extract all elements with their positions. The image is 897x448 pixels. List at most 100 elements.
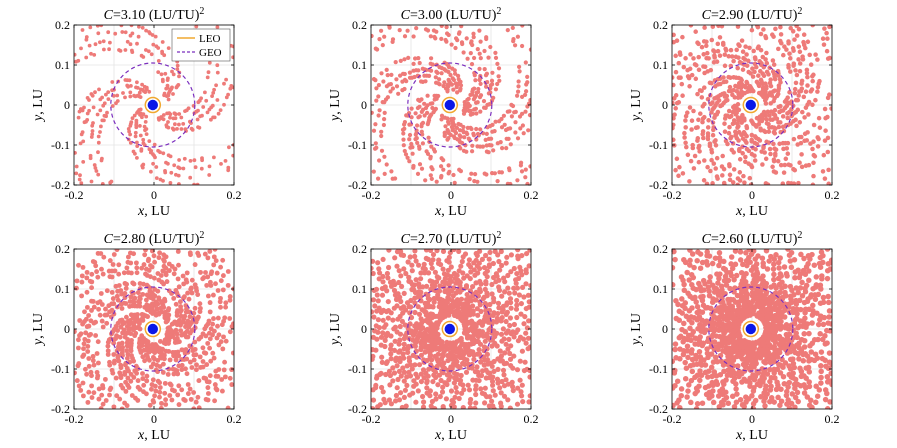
- data-point: [123, 388, 129, 394]
- data-point: [195, 182, 200, 185]
- data-point: [89, 179, 94, 184]
- y-tick-label: 0.2: [653, 18, 668, 32]
- data-point: [800, 54, 805, 59]
- data-point: [173, 327, 179, 333]
- data-point: [229, 382, 234, 388]
- data-point: [515, 136, 521, 141]
- data-point: [721, 79, 727, 85]
- data-point: [778, 32, 784, 37]
- data-point: [791, 181, 797, 185]
- data-point: [680, 351, 687, 358]
- data-point: [458, 335, 464, 342]
- data-point: [222, 81, 226, 86]
- data-point: [98, 291, 104, 296]
- data-point: [515, 385, 521, 391]
- data-point: [372, 303, 378, 309]
- data-point: [484, 357, 491, 363]
- data-point: [412, 309, 418, 316]
- data-point: [706, 278, 713, 285]
- data-point: [813, 274, 820, 280]
- data-point: [134, 85, 138, 90]
- data-point: [173, 287, 179, 293]
- data-point: [746, 148, 752, 154]
- data-point: [96, 31, 101, 36]
- data-point: [88, 25, 93, 30]
- data-point: [452, 394, 458, 400]
- x-tick-label: 0: [151, 188, 157, 202]
- data-point: [376, 276, 382, 282]
- data-point: [516, 79, 521, 84]
- data-point: [452, 180, 457, 185]
- data-point: [758, 31, 764, 37]
- data-point: [118, 365, 124, 371]
- data-point: [188, 175, 193, 180]
- data-point: [195, 314, 201, 320]
- data-point: [505, 272, 511, 279]
- data-point: [694, 257, 700, 264]
- y-tick-label: -0.1: [348, 362, 367, 376]
- data-point: [91, 105, 96, 110]
- data-point: [471, 34, 476, 40]
- data-point: [74, 52, 77, 57]
- data-point: [371, 76, 377, 82]
- data-point: [147, 30, 151, 34]
- data-point: [817, 125, 823, 130]
- data-point: [490, 382, 496, 388]
- data-point: [524, 251, 530, 257]
- data-point: [505, 27, 510, 33]
- data-point: [750, 405, 757, 409]
- data-point: [798, 251, 804, 258]
- data-point: [510, 103, 516, 109]
- data-point: [95, 274, 101, 280]
- data-point: [200, 364, 206, 370]
- data-point: [390, 86, 396, 91]
- data-point: [721, 381, 727, 387]
- data-point: [716, 275, 722, 282]
- data-point: [727, 163, 732, 169]
- data-point: [130, 280, 136, 286]
- data-point: [722, 121, 727, 126]
- data-point: [704, 346, 710, 352]
- data-point: [762, 403, 768, 409]
- data-point: [384, 162, 389, 167]
- data-point: [92, 53, 97, 57]
- data-point: [437, 394, 443, 400]
- data-point: [375, 176, 381, 181]
- data-point: [388, 356, 394, 362]
- data-point: [109, 289, 115, 295]
- data-point: [79, 293, 85, 299]
- data-point: [502, 350, 508, 356]
- data-point: [448, 72, 453, 78]
- data-point: [177, 122, 181, 127]
- data-point: [793, 117, 798, 123]
- data-point: [527, 112, 531, 118]
- data-point: [784, 146, 790, 151]
- data-point: [518, 163, 524, 168]
- data-point: [173, 112, 178, 117]
- data-point: [160, 40, 165, 44]
- data-point: [526, 318, 531, 324]
- data-point: [89, 298, 94, 304]
- data-point: [89, 307, 94, 313]
- data-point: [205, 340, 211, 346]
- data-point: [428, 249, 434, 253]
- data-point: [96, 172, 101, 177]
- data-point: [685, 388, 691, 394]
- data-point: [416, 115, 421, 120]
- data-point: [801, 390, 808, 396]
- data-point: [505, 397, 511, 403]
- data-point: [798, 336, 805, 343]
- data-point: [795, 97, 801, 103]
- data-point: [172, 388, 177, 394]
- legend-leo-label: LEO: [199, 33, 220, 45]
- data-point: [206, 318, 212, 324]
- data-point: [384, 270, 390, 277]
- data-point: [717, 371, 724, 378]
- data-point: [402, 387, 408, 393]
- data-point: [814, 310, 820, 316]
- data-point: [140, 376, 146, 382]
- data-point: [409, 115, 414, 120]
- data-point: [712, 96, 717, 101]
- data-point: [172, 163, 177, 168]
- data-point: [395, 316, 401, 322]
